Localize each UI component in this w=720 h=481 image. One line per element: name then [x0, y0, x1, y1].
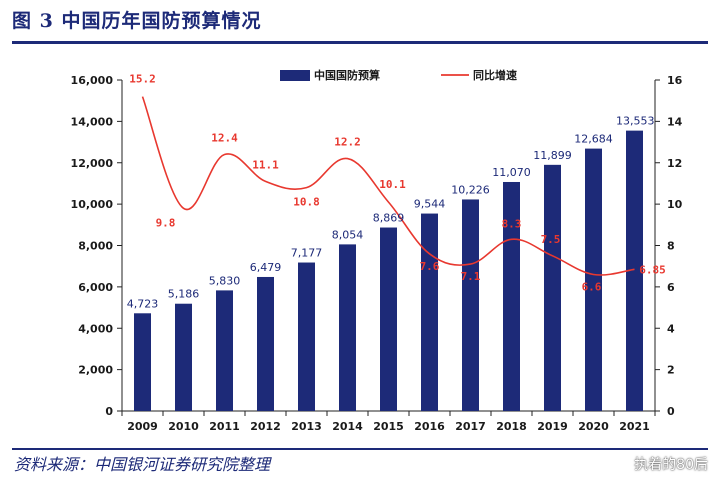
x-tick-label: 2021 [619, 420, 650, 433]
line-value-label: 9.8 [156, 216, 176, 229]
bar-value-label: 5,186 [168, 288, 200, 301]
bar-2012 [257, 276, 274, 411]
bar-value-label: 10,226 [451, 183, 490, 196]
x-tick-label: 2019 [537, 420, 568, 433]
bar-value-label: 11,070 [492, 166, 531, 179]
line-value-label: 10.8 [293, 196, 320, 209]
line-value-label: 7.6 [420, 260, 440, 273]
y-right-tick-label: 16 [667, 74, 683, 87]
line-value-label: 7.5 [541, 233, 561, 246]
bar-2009 [134, 313, 151, 411]
bar-value-label: 4,723 [127, 297, 159, 310]
footer-divider [12, 448, 708, 450]
x-tick-label: 2017 [455, 420, 486, 433]
line-value-label: 15.2 [129, 73, 156, 86]
y-right-tick-label: 10 [667, 198, 683, 211]
bar-value-label: 5,830 [209, 274, 241, 287]
y-right-tick-label: 14 [667, 115, 683, 128]
y-left-tick-label: 0 [105, 405, 113, 418]
line-value-label: 12.2 [334, 136, 361, 149]
growth-line [141, 96, 635, 276]
line-value-label: 6.6 [582, 280, 602, 293]
title-divider [12, 41, 708, 44]
y-right-tick-label: 6 [667, 281, 675, 294]
source-note: 资料来源：中国银河证券研究院整理 [14, 455, 271, 474]
y-left-tick-label: 10,000 [71, 198, 114, 211]
y-right-tick-label: 0 [667, 405, 675, 418]
x-tick-label: 2013 [291, 420, 322, 433]
bar-value-label: 11,899 [533, 149, 572, 162]
x-tick-label: 2011 [209, 420, 240, 433]
bar-2015 [380, 227, 397, 411]
line-value-label: 6.85 [639, 263, 666, 276]
bar-2014 [339, 244, 356, 411]
line-value-label: 8.3 [502, 217, 522, 230]
y-left-tick-label: 8,000 [78, 240, 113, 253]
bar-value-label: 13,553 [616, 115, 655, 128]
y-right-tick-label: 4 [667, 322, 675, 335]
legend-label-line: 同比增速 [473, 68, 517, 82]
y-left-tick-label: 2,000 [78, 364, 113, 377]
y-left-tick-label: 14,000 [71, 115, 114, 128]
bar-value-label: 8,869 [373, 212, 405, 225]
line-value-label: 12.4 [211, 131, 238, 144]
x-tick-label: 2015 [373, 420, 404, 433]
bar-value-label: 8,054 [332, 228, 364, 241]
x-tick-label: 2009 [127, 420, 158, 433]
line-value-label: 10.1 [379, 178, 406, 191]
line-value-label: 11.1 [252, 158, 279, 171]
legend-swatch-bar [280, 70, 310, 81]
y-left-tick-label: 4,000 [78, 322, 113, 335]
y-right-tick-label: 12 [667, 157, 682, 170]
bar-2020 [585, 148, 602, 412]
y-left-tick-label: 6,000 [78, 281, 113, 294]
bar-value-label: 7,177 [291, 247, 323, 260]
bar-2016 [421, 213, 438, 411]
bar-value-label: 6,479 [250, 261, 282, 274]
y-right-tick-label: 8 [667, 240, 675, 253]
bar-2019 [544, 164, 561, 411]
x-tick-label: 2012 [250, 420, 281, 433]
bar-2010 [175, 303, 192, 411]
legend-label-bar: 中国国防预算 [314, 68, 380, 82]
x-tick-label: 2016 [414, 420, 445, 433]
watermark: 执着的80后 [634, 457, 708, 473]
y-right-tick-label: 2 [667, 364, 675, 377]
bar-value-label: 12,684 [574, 133, 613, 146]
bar-2017 [462, 199, 479, 411]
x-tick-label: 2014 [332, 420, 363, 433]
bar-value-label: 9,544 [414, 198, 446, 211]
line-value-label: 7.1 [461, 270, 481, 283]
x-tick-label: 2010 [168, 420, 199, 433]
bar-2021 [626, 130, 643, 411]
x-tick-label: 2018 [496, 420, 527, 433]
bar-2011 [216, 290, 233, 411]
y-left-tick-label: 12,000 [71, 157, 114, 170]
y-left-tick-label: 16,000 [71, 74, 114, 87]
chart-title: 图 3 中国历年国防预算情况 [12, 10, 262, 32]
x-tick-label: 2020 [578, 420, 609, 433]
bar-2013 [298, 262, 315, 411]
